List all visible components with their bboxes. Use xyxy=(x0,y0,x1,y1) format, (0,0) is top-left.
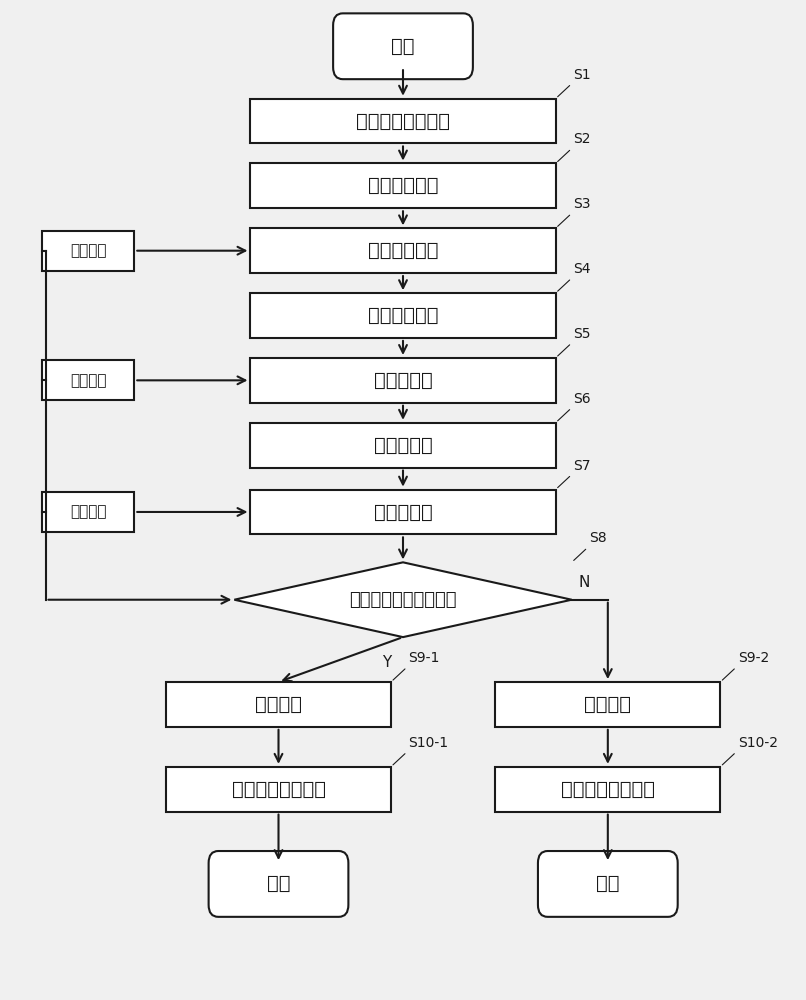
Text: S4: S4 xyxy=(573,262,591,276)
Text: 结束: 结束 xyxy=(596,874,620,893)
Text: S1: S1 xyxy=(573,68,591,82)
Bar xyxy=(42,492,135,532)
Bar xyxy=(251,163,555,208)
Bar xyxy=(251,490,555,534)
Text: 外延层的形成: 外延层的形成 xyxy=(368,176,438,195)
FancyBboxPatch shape xyxy=(209,851,348,917)
Text: S9-1: S9-1 xyxy=(409,651,440,665)
Text: 开始: 开始 xyxy=(391,37,415,56)
Text: S10-1: S10-1 xyxy=(409,736,449,750)
Bar xyxy=(166,767,391,812)
Text: 检测结果: 检测结果 xyxy=(70,373,106,388)
Text: 晶圆工艺工序: 晶圆工艺工序 xyxy=(368,306,438,325)
FancyBboxPatch shape xyxy=(538,851,678,917)
FancyBboxPatch shape xyxy=(333,13,473,79)
Bar xyxy=(166,682,391,727)
Text: S6: S6 xyxy=(573,392,591,406)
Bar xyxy=(42,360,135,400)
Text: 半导体衬底的制造: 半导体衬底的制造 xyxy=(356,112,450,131)
Bar xyxy=(496,682,721,727)
Text: 晶圆的切割: 晶圆的切割 xyxy=(374,436,432,455)
Text: 半导体产品的检测: 半导体产品的检测 xyxy=(231,780,326,799)
Polygon shape xyxy=(235,562,571,637)
Text: 检测结果: 检测结果 xyxy=(70,243,106,258)
Text: 适合正向通电的芯片？: 适合正向通电的芯片？ xyxy=(349,591,457,609)
Text: N: N xyxy=(578,575,589,590)
Text: 检测结果: 检测结果 xyxy=(70,504,106,519)
Bar xyxy=(251,358,555,403)
Text: S9-2: S9-2 xyxy=(738,651,769,665)
Bar xyxy=(496,767,721,812)
Text: S2: S2 xyxy=(573,132,591,146)
Text: 结束: 结束 xyxy=(267,874,290,893)
Text: Y: Y xyxy=(382,655,392,670)
Bar xyxy=(251,228,555,273)
Text: 半导体产品的检测: 半导体产品的检测 xyxy=(561,780,654,799)
Text: S8: S8 xyxy=(589,531,607,545)
Text: S7: S7 xyxy=(573,459,591,473)
Text: S3: S3 xyxy=(573,197,591,211)
Text: 芯片的测试: 芯片的测试 xyxy=(374,502,432,521)
Bar xyxy=(251,293,555,338)
Bar xyxy=(42,231,135,271)
Text: 外延层的检测: 外延层的检测 xyxy=(368,241,438,260)
Text: 晶圆的测试: 晶圆的测试 xyxy=(374,371,432,390)
Text: S5: S5 xyxy=(573,327,591,341)
Bar xyxy=(251,423,555,468)
Text: 装配工序: 装配工序 xyxy=(255,695,302,714)
Bar xyxy=(251,99,555,143)
Text: 装配工序: 装配工序 xyxy=(584,695,631,714)
Text: S10-2: S10-2 xyxy=(738,736,778,750)
